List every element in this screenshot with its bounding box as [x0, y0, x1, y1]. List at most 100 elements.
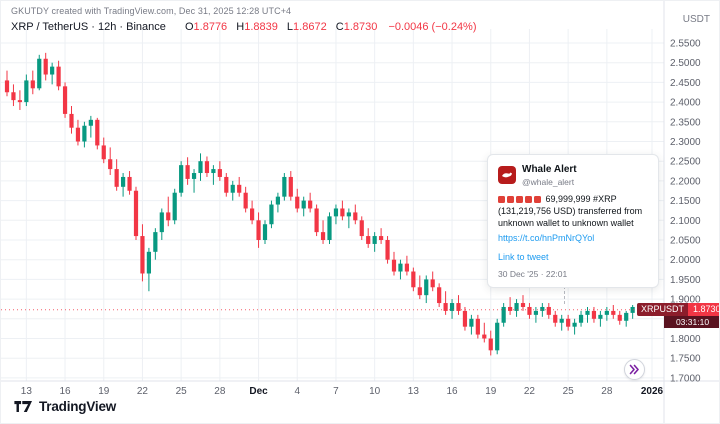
svg-text:19: 19 — [485, 386, 497, 397]
link-to-tweet[interactable]: Link to tweet — [498, 251, 549, 262]
candle — [172, 188, 177, 225]
candle — [250, 200, 255, 225]
candle — [43, 52, 48, 81]
candle — [520, 295, 526, 311]
candle — [140, 224, 145, 282]
tweet-shortlink[interactable]: https://t.co/hnPmNrQYol — [498, 233, 595, 244]
candle — [185, 157, 190, 185]
svg-text:2.3000: 2.3000 — [670, 137, 701, 148]
svg-text:1.7000: 1.7000 — [670, 373, 701, 384]
candle — [121, 173, 126, 197]
candle — [75, 119, 81, 146]
candle — [566, 314, 571, 331]
candle — [146, 247, 151, 292]
candle — [256, 212, 261, 248]
svg-text:2.1000: 2.1000 — [670, 216, 701, 227]
candle — [62, 82, 68, 118]
candle — [346, 208, 351, 229]
siren-icon — [498, 195, 505, 203]
whale-alert-tweet-card[interactable]: Whale Alert @whale_alert 69,999,999 #XRP… — [487, 154, 659, 289]
svg-text:2.5000: 2.5000 — [670, 58, 701, 69]
tweet-timestamp: 30 Dec '25 · 22:01 — [498, 268, 568, 279]
svg-text:16: 16 — [446, 386, 458, 397]
ohlc-open-value: 1.8776 — [193, 21, 228, 33]
candle — [540, 303, 545, 317]
candle — [385, 236, 390, 264]
svg-text:1.7500: 1.7500 — [670, 354, 701, 365]
candle — [604, 306, 609, 321]
candle — [359, 216, 364, 240]
candle — [533, 306, 538, 323]
candle — [153, 228, 158, 260]
svg-text:2.2000: 2.2000 — [670, 176, 701, 187]
whale-alert-avatar-icon — [498, 166, 516, 185]
candle — [398, 259, 403, 280]
last-price-badge: XRPUSDT 1.8730 — [637, 303, 719, 316]
candle — [630, 305, 635, 319]
ohlc-low-label: L — [286, 21, 294, 33]
tweet-author-handle: @whale_alert — [522, 176, 575, 187]
candle — [327, 212, 332, 244]
go-to-realtime-button[interactable] — [624, 359, 645, 380]
candle — [275, 192, 280, 213]
candle — [508, 297, 513, 315]
candle — [114, 159, 119, 191]
candle — [404, 255, 409, 276]
svg-text:1.9500: 1.9500 — [670, 275, 701, 286]
candle — [391, 251, 397, 276]
candle — [320, 220, 326, 244]
svg-text:2026: 2026 — [641, 386, 664, 397]
candle — [527, 303, 532, 319]
whale-icon — [502, 172, 512, 178]
svg-text:28: 28 — [601, 386, 613, 397]
candle — [514, 299, 519, 317]
candle — [17, 90, 22, 110]
candle — [578, 310, 584, 327]
candle — [482, 322, 487, 343]
candle — [37, 54, 42, 91]
candle — [456, 295, 461, 315]
candle — [488, 330, 493, 356]
candle — [204, 156, 210, 177]
svg-text:13: 13 — [21, 386, 33, 397]
candle — [308, 192, 313, 213]
candle — [462, 306, 468, 331]
svg-text:2.3500: 2.3500 — [670, 117, 701, 128]
badge-price: 1.8730 — [688, 303, 719, 316]
tradingview-logo[interactable]: TradingView — [13, 398, 116, 415]
candle — [366, 228, 371, 248]
symbol-title[interactable]: XRP / TetherUS · 12h · Binance — [11, 21, 166, 33]
candle — [30, 70, 35, 95]
svg-text:19: 19 — [98, 386, 110, 397]
ohlc-open-label: O — [184, 21, 194, 33]
ohlc-low-value: 1.8672 — [293, 21, 327, 33]
candle — [333, 204, 339, 225]
bar-close-countdown: 03:31:10 — [664, 316, 719, 328]
candle — [88, 115, 93, 138]
candle — [411, 267, 416, 292]
tweet-body: 69,999,999 #XRP (131,219,756 USD) transf… — [498, 193, 648, 229]
candle — [179, 161, 184, 197]
candle — [314, 204, 319, 237]
candle — [430, 271, 435, 292]
svg-text:7: 7 — [333, 386, 339, 397]
candle — [230, 180, 235, 201]
candle — [243, 186, 248, 213]
time-axis-labels[interactable]: 13 16 19 22 25 28 Dec 4 7 10 13 16 19 22 25 28 2026 — [21, 386, 664, 397]
ohlc-high-label: H — [236, 21, 245, 33]
symbol-ohlc-row[interactable]: XRP / TetherUS · 12h · Binance O1.8776 H… — [11, 21, 477, 33]
candle — [449, 299, 455, 319]
svg-text:16: 16 — [59, 386, 71, 397]
candle — [133, 186, 139, 240]
candle — [301, 196, 306, 217]
price-axis-labels[interactable]: 2.5500 2.5000 2.4500 2.4000 2.3500 2.3000 2.25… — [670, 39, 701, 385]
candle — [282, 173, 287, 201]
candle — [379, 228, 384, 244]
candle — [50, 62, 55, 85]
chart-credit: GKUTDY created with TradingView.com, Dec… — [11, 6, 292, 16]
candle — [372, 232, 377, 252]
candle — [553, 310, 558, 327]
candle — [237, 176, 242, 197]
svg-text:2.5500: 2.5500 — [670, 39, 701, 50]
